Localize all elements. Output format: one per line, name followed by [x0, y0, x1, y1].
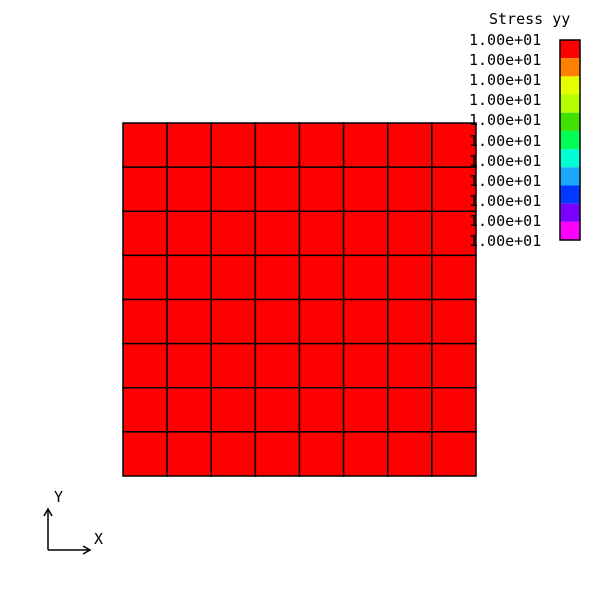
legend-swatch	[560, 167, 580, 186]
mesh-element	[122, 122, 168, 168]
x-arrowhead	[82, 545, 92, 555]
mesh-element	[431, 122, 477, 168]
legend-swatch	[560, 58, 580, 77]
mesh-element	[431, 387, 477, 433]
mesh-element	[431, 431, 477, 477]
mesh-element	[298, 342, 345, 389]
mesh-element	[298, 298, 345, 345]
legend-label: 1.00e+01	[469, 51, 542, 70]
legend-swatch	[560, 149, 580, 168]
legend-label: 1.00e+01	[469, 131, 542, 150]
mesh-element	[166, 254, 213, 301]
mesh-element	[342, 298, 389, 345]
legend-label: 1.00e+01	[469, 171, 542, 190]
axis-triad	[43, 507, 92, 555]
mesh-element	[298, 387, 345, 433]
legend-swatch	[560, 130, 580, 150]
mesh-element	[166, 122, 213, 168]
legend-label: 1.00e+01	[469, 111, 542, 130]
mesh-element	[166, 342, 213, 389]
mesh-element	[122, 166, 168, 213]
legend-swatch	[560, 40, 580, 59]
mesh-element	[254, 254, 301, 301]
legend-colorbar-border	[559, 39, 581, 241]
mesh-element	[210, 254, 257, 301]
mesh-element	[254, 342, 301, 389]
mesh-element	[431, 298, 477, 345]
mesh-element	[387, 342, 433, 389]
mesh-element	[387, 122, 433, 168]
mesh-element	[342, 431, 389, 477]
legend-swatch	[560, 94, 580, 113]
mesh-element	[298, 210, 345, 257]
mesh-element	[254, 166, 301, 213]
mesh-element	[431, 342, 477, 389]
mesh-grid	[122, 122, 477, 477]
legend-swatch	[560, 76, 580, 95]
mesh-element	[298, 431, 345, 477]
legend-label: 1.00e+01	[469, 211, 542, 230]
mesh-element	[387, 254, 433, 301]
mesh-element	[254, 210, 301, 257]
legend-swatch	[560, 221, 580, 240]
mesh-element	[166, 387, 213, 433]
mesh-element	[342, 342, 389, 389]
mesh-element	[342, 166, 389, 213]
mesh-element	[342, 254, 389, 301]
legend-title: Stress yy	[489, 10, 571, 28]
legend-swatch	[560, 185, 580, 204]
mesh-element	[387, 431, 433, 477]
mesh-element	[122, 431, 168, 477]
mesh-element	[342, 122, 389, 168]
legend-label: 1.00e+01	[469, 232, 542, 250]
mesh-element	[122, 298, 168, 345]
mesh-element	[122, 210, 168, 257]
legend-label: 1.00e+01	[469, 71, 542, 90]
mesh-element	[210, 166, 257, 213]
mesh-element	[387, 298, 433, 345]
mesh-element	[122, 254, 168, 301]
mesh-element	[254, 431, 301, 477]
mesh-element	[298, 122, 345, 168]
mesh-element	[431, 254, 477, 301]
legend-swatch	[560, 203, 580, 222]
mesh-element	[166, 166, 213, 213]
mesh-element	[387, 166, 433, 213]
mesh-element	[122, 342, 168, 389]
mesh-element	[166, 298, 213, 345]
mesh-element	[342, 210, 389, 257]
legend-swatch	[560, 112, 580, 131]
mesh-element	[254, 298, 301, 345]
legend-colorbar	[559, 39, 581, 241]
mesh-element	[210, 387, 257, 433]
mesh-element	[298, 166, 345, 213]
mesh-element	[210, 122, 257, 168]
y-axis-label: Y	[54, 488, 64, 506]
mesh-element	[210, 298, 257, 345]
mesh-element	[298, 254, 345, 301]
mesh-element	[387, 387, 433, 433]
mesh-element	[122, 387, 168, 433]
legend-label: 1.00e+01	[469, 191, 542, 210]
mesh-element	[210, 342, 257, 389]
mesh-element	[166, 210, 213, 257]
mesh-element	[254, 387, 301, 433]
mesh-element	[166, 431, 213, 477]
legend-label: 1.00e+01	[469, 151, 542, 170]
mesh-element	[254, 122, 301, 168]
mesh-element	[210, 431, 257, 477]
y-arrowhead	[43, 507, 53, 517]
legend-label: 1.00e+01	[469, 31, 542, 49]
mesh-element	[387, 210, 433, 257]
mesh-element	[342, 387, 389, 433]
x-axis-label: X	[94, 530, 104, 548]
mesh-element	[210, 210, 257, 257]
legend-label: 1.00e+01	[469, 91, 542, 110]
